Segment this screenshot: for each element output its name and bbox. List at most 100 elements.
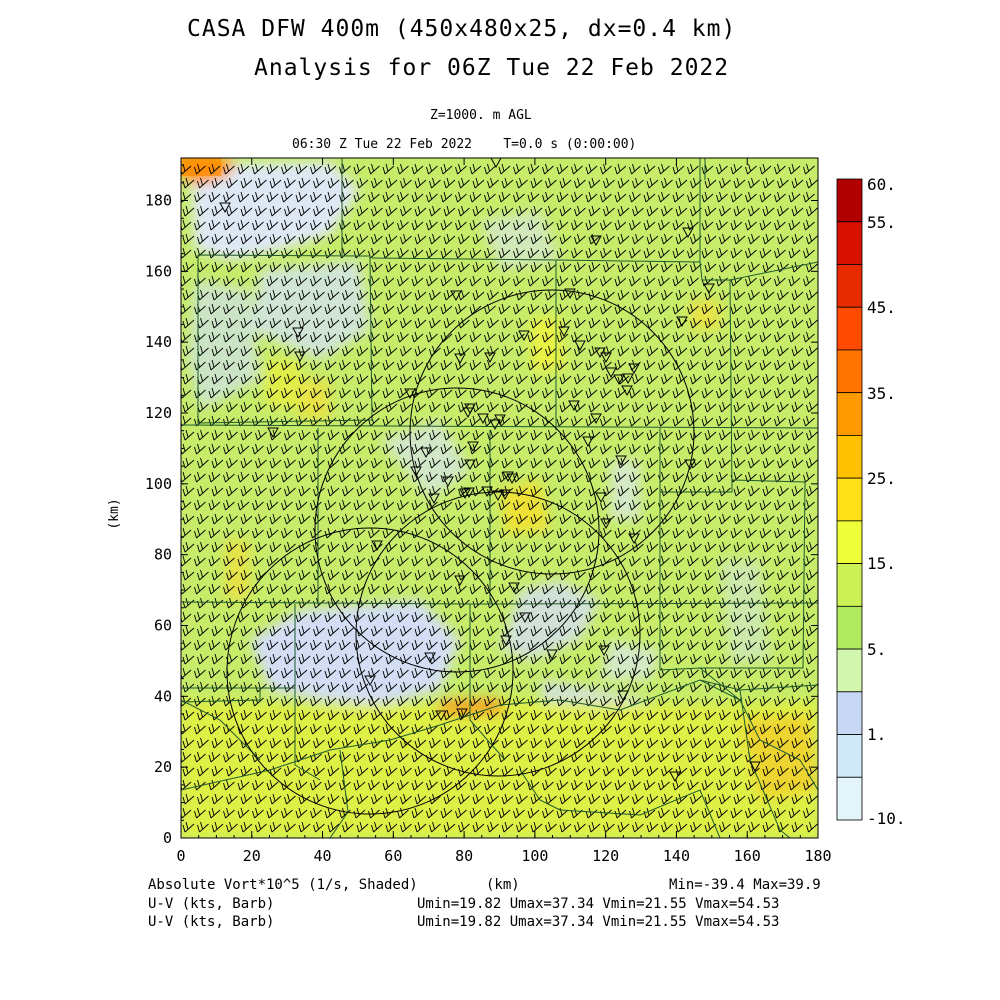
colorbar-swatch: [836, 264, 863, 308]
x-tick-label: 40: [314, 847, 332, 865]
station-marker: [435, 710, 447, 722]
station-marker: [574, 340, 586, 352]
colorbar-label: 25.: [867, 469, 896, 488]
station-marker: [622, 373, 634, 385]
station-marker: [467, 441, 479, 453]
y-axis-label: (km): [107, 498, 122, 529]
station-marker: [595, 492, 607, 504]
station-marker: [582, 436, 594, 448]
station-marker: [420, 447, 432, 459]
colorbar-label: -10.: [867, 809, 906, 828]
station-marker: [703, 283, 715, 295]
station-marker: [682, 227, 694, 239]
station-marker: [615, 455, 627, 467]
colorbar-swatch: [836, 648, 863, 693]
station-marker: [371, 540, 383, 552]
station-marker: [617, 690, 629, 702]
station-marker: [484, 352, 496, 364]
station-marker: [590, 413, 602, 425]
colorbar-swatch: [836, 434, 863, 479]
station-marker: [605, 367, 617, 379]
station-marker: [442, 476, 454, 488]
colorbar-labels: 60. 55. 45. 35. 25. 15. 5. 1. -10.: [867, 175, 906, 828]
station-marker: [508, 582, 520, 594]
y-tick-label: 180: [145, 192, 172, 210]
station-marker: [590, 235, 602, 247]
colorbar-swatch: [836, 520, 863, 564]
y-tick-labels: 0 20 40 60 80 100 120 140 160 180: [145, 192, 172, 848]
colorbar-swatch: [836, 178, 863, 223]
station-marker: [564, 288, 576, 300]
x-tick-labels: 0 20 40 60 80 100 120 140 160 180: [176, 847, 831, 865]
station-marker: [481, 486, 493, 498]
subtitle-level: Z=1000. m AGL: [430, 108, 532, 123]
colorbar-swatch: [836, 392, 863, 436]
station-marker: [684, 459, 696, 471]
x-tick-label: 160: [734, 847, 761, 865]
subtitle-time: 06:30 Z Tue 22 Feb 2022 T=0.0 s (0:00:00…: [292, 137, 637, 152]
y-tick-label: 140: [145, 333, 172, 351]
axis-ticks: [180, 158, 819, 839]
barb-label-1: U-V (kts, Barb): [148, 896, 275, 912]
colorbar-swatch: [836, 306, 863, 351]
colorbar-swatch: [836, 221, 863, 265]
station-marker: [410, 466, 422, 478]
station-marker: [462, 407, 474, 419]
station-marker: [450, 290, 462, 302]
y-tick-label: 0: [163, 829, 172, 847]
station-marker: [463, 487, 475, 499]
title-line2: Analysis for 06Z Tue 22 Feb 2022: [254, 55, 730, 81]
station-marker: [568, 400, 580, 412]
station-marker: [613, 374, 625, 386]
station-marker: [499, 489, 511, 501]
station-marker: [749, 761, 761, 773]
x-tick-label: 80: [455, 847, 473, 865]
station-marker: [628, 533, 640, 545]
x-tick-label: 100: [521, 847, 548, 865]
station-marker: [500, 635, 512, 647]
colorbar-swatch: [836, 691, 863, 735]
colorbar-label: 5.: [867, 640, 886, 659]
barb-label-2: U-V (kts, Barb): [148, 914, 275, 930]
station-marker: [456, 708, 468, 720]
station-marker: [267, 427, 279, 439]
field-label: Absolute Vort*10^5 (1/s, Shaded): [148, 877, 418, 893]
station-marker: [518, 330, 530, 342]
station-marker: [454, 575, 466, 587]
station-marker: [558, 326, 570, 338]
station-marker: [621, 385, 633, 397]
field-stats: Min=-39.4 Max=39.9: [669, 877, 821, 893]
wind-barb-field: [181, 163, 818, 833]
wind-barbs: [181, 163, 818, 833]
station-marker: [546, 649, 558, 661]
colorbar: [836, 178, 863, 821]
station-marker: [600, 518, 612, 530]
station-marker: [669, 771, 681, 783]
colorbar-label: 55.: [867, 213, 896, 232]
radar-range-rings: [226, 289, 695, 815]
x-tick-label: 180: [804, 847, 831, 865]
y-tick-label: 60: [154, 617, 172, 635]
station-marker: [464, 459, 476, 471]
colorbar-swatch: [836, 477, 863, 522]
x-tick-label: 120: [592, 847, 619, 865]
station-marker: [492, 490, 504, 502]
station-marker: [459, 488, 471, 500]
x-tick-label: 60: [384, 847, 402, 865]
barb-stats-2: Umin=19.82 Umax=37.34 Vmin=21.55 Vmax=54…: [417, 914, 780, 930]
station-marker: [600, 352, 612, 364]
x-tick-label: 0: [176, 847, 185, 865]
station-marker: [404, 388, 416, 400]
station-marker: [364, 675, 376, 687]
station-marker: [454, 353, 466, 365]
y-tick-label: 100: [145, 475, 172, 493]
colorbar-label: 35.: [867, 384, 896, 403]
station-marker: [489, 419, 501, 431]
colorbar-label: 60.: [867, 175, 896, 194]
y-tick-label: 80: [154, 546, 172, 564]
station-marker: [490, 158, 502, 169]
station-marker: [428, 493, 440, 505]
station-marker: [519, 612, 531, 624]
y-tick-label: 20: [154, 758, 172, 776]
